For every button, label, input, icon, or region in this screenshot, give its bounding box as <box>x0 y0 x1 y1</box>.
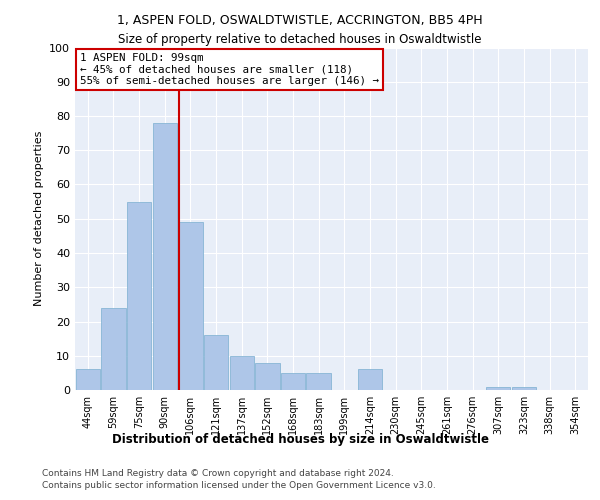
Text: 1 ASPEN FOLD: 99sqm
← 45% of detached houses are smaller (118)
55% of semi-detac: 1 ASPEN FOLD: 99sqm ← 45% of detached ho… <box>80 52 379 86</box>
Bar <box>127 202 151 390</box>
Bar <box>178 222 203 390</box>
Text: Size of property relative to detached houses in Oswaldtwistle: Size of property relative to detached ho… <box>118 32 482 46</box>
Bar <box>101 308 125 390</box>
Bar <box>204 335 228 390</box>
Bar <box>486 386 511 390</box>
Text: Distribution of detached houses by size in Oswaldtwistle: Distribution of detached houses by size … <box>112 432 488 446</box>
Bar <box>152 123 177 390</box>
Bar <box>230 356 254 390</box>
Bar <box>358 370 382 390</box>
Text: Contains public sector information licensed under the Open Government Licence v3: Contains public sector information licen… <box>42 481 436 490</box>
Y-axis label: Number of detached properties: Number of detached properties <box>34 131 44 306</box>
Text: Contains HM Land Registry data © Crown copyright and database right 2024.: Contains HM Land Registry data © Crown c… <box>42 469 394 478</box>
Bar <box>512 386 536 390</box>
Bar <box>255 362 280 390</box>
Bar <box>307 373 331 390</box>
Bar <box>76 370 100 390</box>
Text: 1, ASPEN FOLD, OSWALDTWISTLE, ACCRINGTON, BB5 4PH: 1, ASPEN FOLD, OSWALDTWISTLE, ACCRINGTON… <box>117 14 483 27</box>
Bar <box>281 373 305 390</box>
